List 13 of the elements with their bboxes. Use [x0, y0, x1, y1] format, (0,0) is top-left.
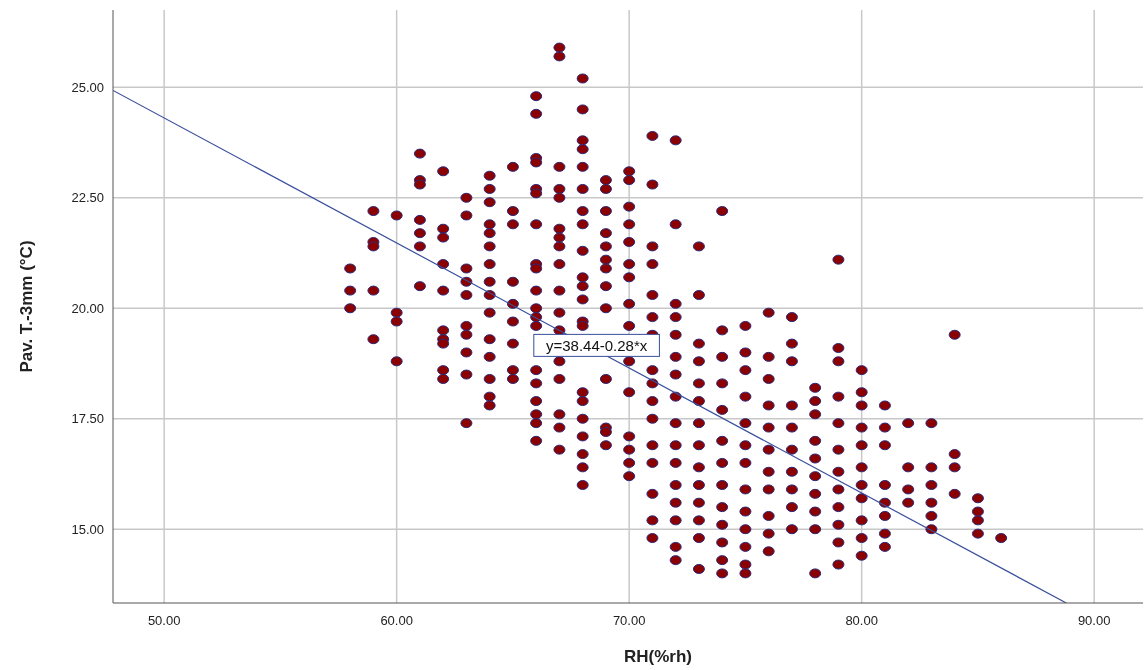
x-tick-label: 60.00 [380, 613, 413, 628]
y-axis-title: Pav. T.-3mm (°C) [17, 240, 36, 373]
x-tick-label: 70.00 [612, 613, 646, 628]
y-tick-label: 25.00 [71, 79, 104, 95]
annotation: y=38.44-0.28*x [545, 336, 648, 354]
x-tick-label: 80.00 [845, 613, 878, 628]
y-tick-label: 20.00 [71, 300, 104, 316]
x-tick-label: 90.00 [1077, 613, 1111, 628]
x-axis-title: RH(%rh) [624, 647, 692, 666]
x-tick-label: 50.00 [147, 613, 181, 628]
y-tick-label: 22.50 [71, 190, 104, 206]
y-tick-label: 15.00 [71, 521, 104, 537]
y-tick-label: 17.50 [71, 411, 104, 427]
